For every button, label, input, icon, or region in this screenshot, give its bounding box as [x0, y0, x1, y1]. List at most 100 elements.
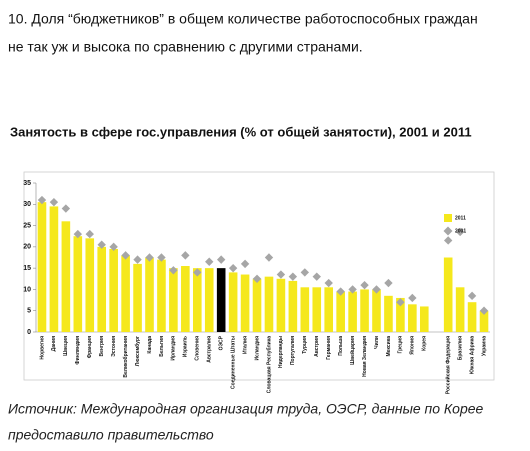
x-tick-label: Австралия	[207, 336, 213, 363]
diamond-marker	[205, 257, 214, 266]
bar	[73, 236, 83, 332]
diamond-marker	[61, 204, 71, 213]
legend-label: 2001	[455, 228, 466, 234]
x-tick-label: Мексика	[386, 336, 392, 357]
heading-line: не так уж и высока по сравнению с другим…	[8, 39, 363, 55]
diamond-marker	[396, 298, 405, 307]
bar	[360, 289, 369, 332]
chart-title: Занятость в сфере гос.управления (% от о…	[10, 124, 472, 139]
x-tick-label: Япония	[410, 336, 416, 355]
y-tick-label: 10	[23, 286, 31, 293]
x-tick-label: Южная Африка	[468, 336, 475, 374]
y-tick-label: 25	[23, 222, 31, 229]
diamond-marker	[157, 253, 166, 262]
x-tick-label: Нидерланды	[278, 336, 284, 368]
x-tick-label: Бельгия	[159, 336, 165, 357]
x-tick-label: Италия	[242, 336, 248, 354]
diamond-marker	[49, 197, 59, 207]
diamond-marker	[264, 253, 274, 262]
x-tick-label: ОЭСР	[219, 335, 225, 350]
x-tick-label: Российская Федерация	[445, 336, 452, 394]
x-tick-label: Украина	[481, 336, 487, 356]
y-tick-label: 15	[23, 265, 31, 272]
heading-line: 10. Доля “бюджетников” в общем количеств…	[8, 11, 478, 27]
x-tick-label: Исландия	[254, 336, 260, 361]
diamond-marker	[324, 278, 333, 288]
x-tick-label: Германия	[326, 336, 332, 360]
bar	[61, 221, 71, 332]
x-tick-label: Новая Зеландия	[362, 336, 368, 377]
diamond-marker	[121, 251, 130, 260]
x-tick-label: Венгрия	[99, 336, 105, 357]
diamond-marker	[372, 285, 381, 294]
x-tick-label: Польша	[338, 336, 344, 356]
diamond-marker	[169, 266, 178, 275]
diamond-marker	[288, 272, 298, 281]
bar	[240, 274, 250, 332]
bar	[181, 266, 190, 332]
bar	[204, 268, 214, 332]
bar	[408, 304, 417, 332]
diamond-marker	[443, 236, 453, 245]
x-tick-label: Словацкая Республика	[265, 336, 272, 393]
bar	[384, 295, 393, 332]
x-tick-label: Корея	[422, 336, 428, 351]
diamond-marker	[216, 255, 226, 264]
diamond-marker	[360, 280, 369, 290]
bar	[169, 268, 178, 332]
y-tick-label: 30	[23, 201, 31, 208]
x-tick-label: Люксембург	[134, 336, 141, 366]
chart-frame	[23, 171, 495, 381]
bar	[288, 280, 298, 332]
diamond-marker	[85, 229, 94, 239]
bar	[348, 291, 357, 332]
diamond-marker	[336, 287, 345, 296]
x-tick-label: Словения	[195, 336, 201, 361]
bar	[276, 278, 286, 332]
x-tick-label: Норвегия	[39, 336, 45, 360]
bar	[455, 287, 465, 332]
bar	[192, 268, 202, 332]
diamond-marker	[300, 268, 310, 277]
diamond-marker	[276, 270, 286, 279]
bar	[157, 259, 166, 332]
bar	[97, 246, 107, 332]
x-tick-label: Греция	[398, 336, 404, 354]
bar	[372, 289, 381, 332]
x-tick-label: Турция	[302, 336, 308, 354]
x-tick-label: Швеция	[63, 336, 69, 356]
bar	[252, 278, 262, 332]
bar	[133, 263, 142, 332]
diamond-marker	[228, 263, 238, 273]
bar	[49, 206, 59, 332]
bar	[85, 238, 95, 332]
x-tick-label: Дания	[51, 336, 57, 351]
x-tick-label: Ирландия	[171, 336, 177, 361]
diamond-marker	[348, 285, 357, 294]
diamond-marker	[455, 227, 465, 237]
y-tick-label: 35	[23, 180, 31, 187]
diamond-marker	[133, 255, 142, 264]
bar	[300, 287, 310, 332]
diamond-marker	[109, 242, 118, 252]
x-tick-label: Великобритания	[122, 336, 129, 378]
diamond-marker	[467, 291, 477, 301]
bar	[467, 302, 477, 332]
bar	[336, 291, 345, 332]
x-tick-label: Соединенные Штаты	[230, 336, 236, 389]
bar	[228, 272, 238, 332]
x-tick-label: Канада	[147, 336, 153, 354]
y-tick-label: 20	[23, 244, 31, 251]
diamond-marker	[479, 306, 489, 315]
legend-swatch	[443, 226, 453, 236]
diamond-marker	[181, 251, 190, 260]
diamond-marker	[384, 278, 393, 288]
x-tick-label: Австрия	[314, 336, 320, 357]
x-tick-label: Финляндия	[75, 336, 81, 365]
legend-swatch	[444, 214, 452, 222]
diamond-marker	[37, 195, 47, 205]
diamond-marker	[73, 229, 83, 239]
source-line: предоставило правительство	[8, 427, 214, 443]
